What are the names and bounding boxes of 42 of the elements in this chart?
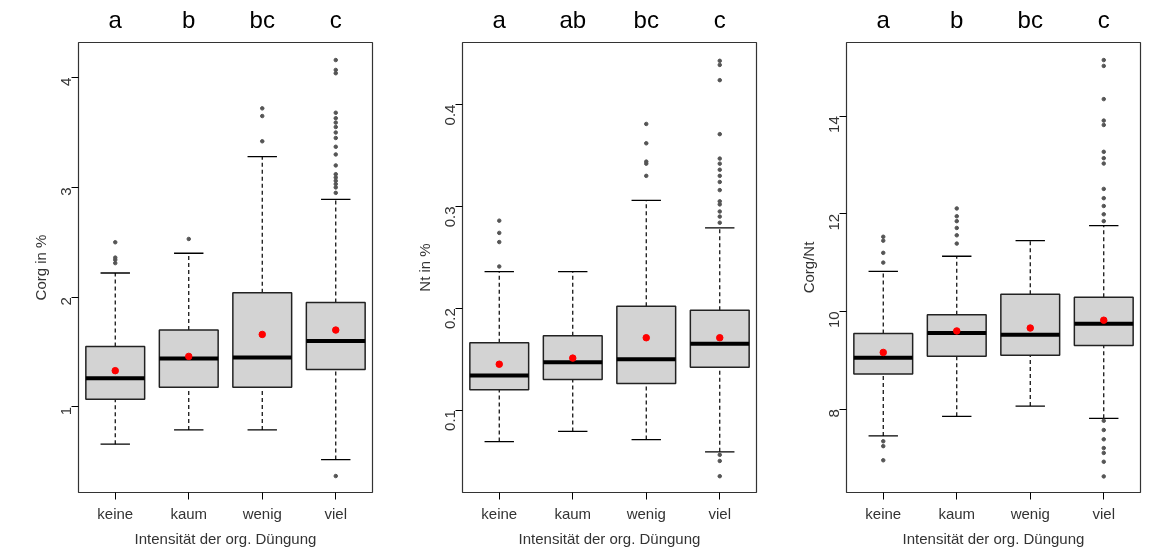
y-axis-title: Corg/Nt <box>799 240 817 294</box>
x-tick-label: kaum <box>554 504 592 522</box>
text: ab <box>559 5 587 33</box>
y-axis-title: Nt in % <box>415 243 433 292</box>
y-tick-label: 4 <box>57 77 75 86</box>
y-tick-label: 0.2 <box>441 308 459 330</box>
x-tick-label: viel <box>324 504 348 522</box>
y-tick-label: 10 <box>825 311 843 329</box>
text: c <box>329 5 342 33</box>
x-axis-title: Intensität der org. Düngung <box>518 529 701 547</box>
y-tick-label: 14 <box>825 116 843 133</box>
text: a <box>876 5 891 33</box>
x-tick-label: keine <box>481 504 518 522</box>
x-tick-label: wenig <box>1009 504 1050 522</box>
text: a <box>108 5 123 33</box>
text: c <box>713 5 726 33</box>
text: bc <box>1017 5 1043 33</box>
y-tick-label: 2 <box>57 297 75 306</box>
y-tick-label: 8 <box>825 409 843 418</box>
y-tick-label: 0.3 <box>441 206 459 228</box>
y-tick-label: 0.4 <box>441 104 459 126</box>
y-tick-label: 0.1 <box>441 410 459 431</box>
text: bc <box>249 5 275 33</box>
y-tick-label: 12 <box>825 213 843 231</box>
x-tick-label: wenig <box>241 504 282 522</box>
text: bc <box>633 5 659 33</box>
text: b <box>950 5 964 33</box>
text: c <box>1097 5 1110 33</box>
x-axis-title: Intensität der org. Düngung <box>134 529 317 547</box>
x-tick-label: keine <box>865 504 902 522</box>
x-tick-label: kaum <box>938 504 976 522</box>
y-tick-label: 3 <box>57 187 75 196</box>
y-axis-title: Corg in % <box>31 234 49 301</box>
x-tick-label: viel <box>708 504 732 522</box>
text: b <box>182 5 196 33</box>
x-tick-label: keine <box>97 504 134 522</box>
x-axis-title: Intensität der org. Düngung <box>902 529 1085 547</box>
x-tick-label: wenig <box>625 504 666 522</box>
text: a <box>492 5 507 33</box>
x-tick-label: kaum <box>170 504 208 522</box>
x-tick-label: viel <box>1092 504 1116 522</box>
y-tick-label: 1 <box>57 406 75 416</box>
